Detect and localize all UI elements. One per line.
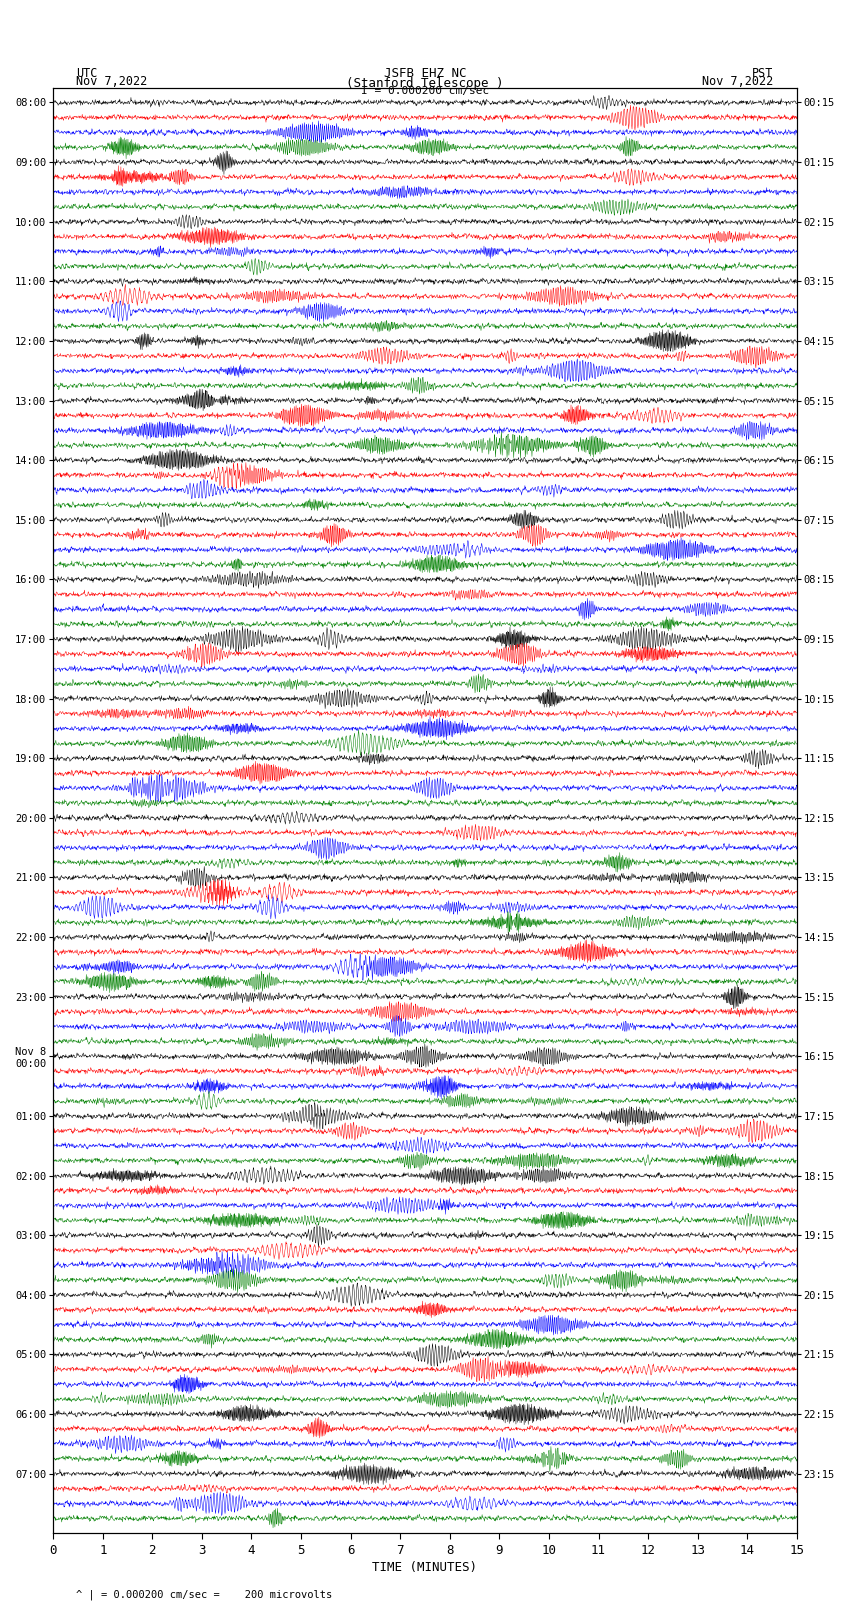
Text: JSFB EHZ NC: JSFB EHZ NC [383,66,467,81]
Text: (Stanford Telescope ): (Stanford Telescope ) [346,77,504,90]
X-axis label: TIME (MINUTES): TIME (MINUTES) [372,1561,478,1574]
Text: PST: PST [752,66,774,81]
Text: Nov 7,2022: Nov 7,2022 [76,76,148,89]
Text: I = 0.000200 cm/sec: I = 0.000200 cm/sec [361,85,489,97]
Text: UTC: UTC [76,66,98,81]
Text: Nov 7,2022: Nov 7,2022 [702,76,774,89]
Text: ^ | = 0.000200 cm/sec =    200 microvolts: ^ | = 0.000200 cm/sec = 200 microvolts [76,1589,332,1600]
